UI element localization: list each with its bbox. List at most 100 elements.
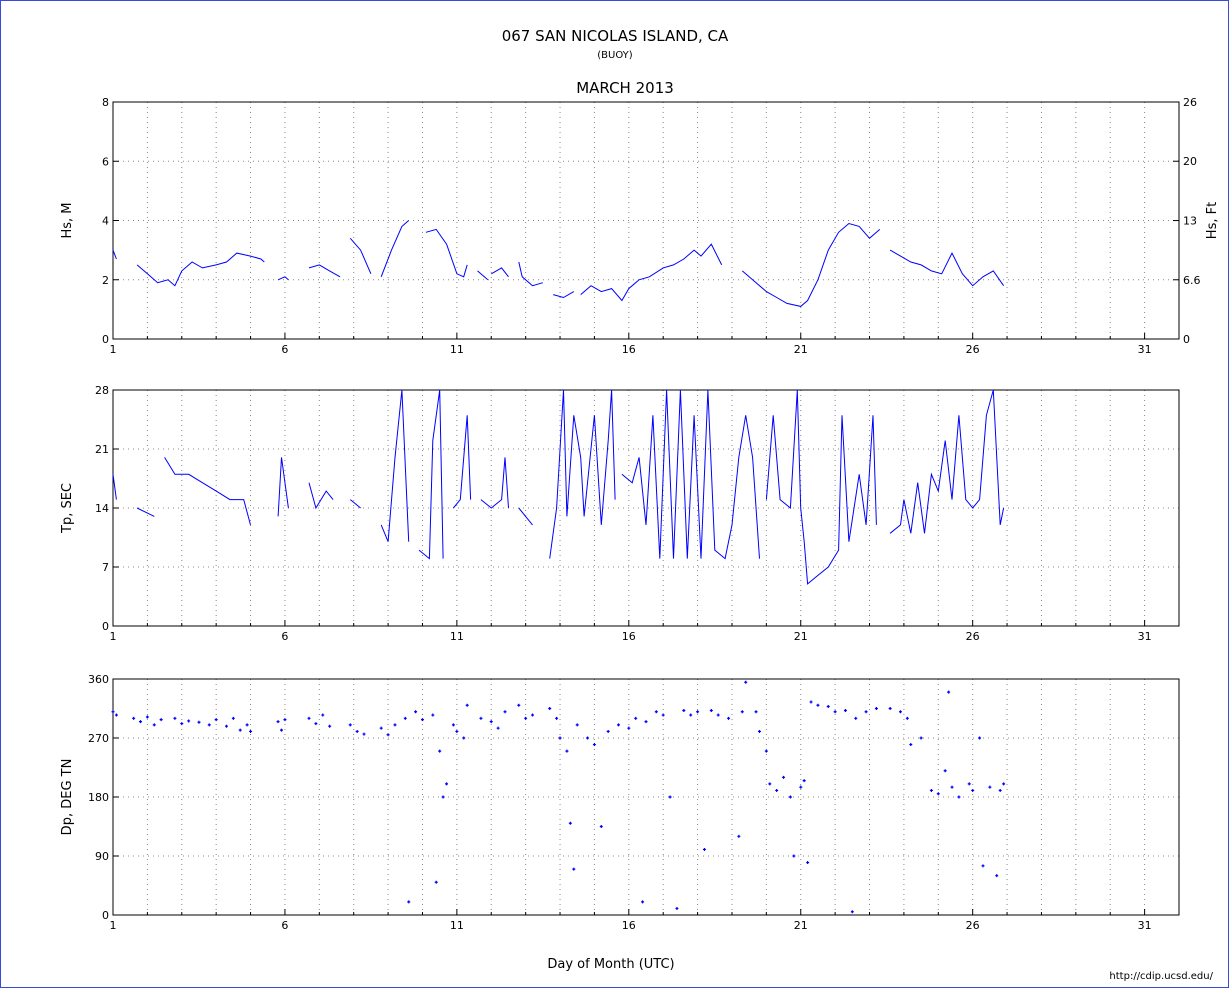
data-point [197,720,201,724]
data-line [136,507,155,517]
y-axis-label: Dp, DEG TN [60,759,75,836]
data-point [531,713,535,717]
y-tick-label: 270 [88,732,109,745]
data-line [480,457,509,509]
data-point [565,749,569,753]
data-point [558,736,562,740]
data-line [518,261,543,287]
data-line [425,228,468,278]
data-point [668,795,672,799]
data-point [414,710,418,714]
data-point [548,707,552,710]
plot-frame [112,101,1180,340]
data-point [586,736,590,740]
data-line [277,276,289,281]
data-line [349,499,361,509]
data-point [654,710,658,714]
y-tick-label: 21 [95,443,109,456]
data-point [214,718,218,722]
data-point [152,723,156,727]
data-point [592,743,596,747]
plot-frame [112,389,1180,627]
data-point [496,726,500,730]
data-point [386,733,390,737]
data-point [727,716,731,720]
plot-frame [112,678,1180,916]
data-point [441,795,445,799]
data-point [833,710,837,714]
data-point [431,713,435,717]
y-tick-label: 90 [95,850,109,863]
data-point [816,703,820,707]
data-point [599,825,603,828]
data-point [768,782,772,786]
data-point [555,716,559,720]
x-tick-label: 6 [281,343,288,356]
y-tick-label: 0 [102,620,109,633]
y-tick-label: 7 [102,561,109,574]
data-point [661,713,665,717]
data-point [279,728,283,732]
x-tick-label: 31 [1138,919,1152,932]
data-point [792,854,796,858]
data-point [905,716,909,720]
y-tick-label: 28 [95,384,109,397]
data-point [998,788,1002,792]
y2-tick-label: 6.6 [1183,274,1201,287]
data-point [379,726,383,730]
y2-tick-label: 26 [1183,96,1197,109]
data-line [349,237,372,274]
data-point [245,723,249,727]
data-line [453,415,472,509]
x-tick-label: 16 [622,343,636,356]
data-point [950,785,954,789]
y-tick-label: 8 [102,96,109,109]
data-line [518,507,533,526]
data-point [909,743,913,747]
x-tick-label: 21 [794,343,808,356]
y2-tick-label: 20 [1183,155,1197,168]
data-point [929,788,933,792]
data-point [173,716,177,720]
data-line [765,389,877,585]
data-point [702,847,706,851]
y-tick-label: 14 [95,502,109,515]
data-point [231,716,235,720]
x-tick-label: 1 [110,343,117,356]
data-point [283,718,287,722]
y2-axis-label: Hs, Ft [1205,202,1220,239]
data-point [854,716,858,720]
x-tick-label: 31 [1138,343,1152,356]
data-line [112,249,117,260]
x-tick-label: 11 [450,630,464,643]
data-point [139,720,143,724]
x-tick-label: 26 [966,919,980,932]
data-point [307,716,311,720]
data-line [308,264,341,278]
x-tick-label: 21 [794,630,808,643]
data-point [957,795,961,799]
data-point [114,713,118,717]
data-point [455,729,459,733]
data-line [549,389,616,559]
data-point [919,736,923,740]
data-point [782,775,786,779]
chart-subtitle: (BUOY) [597,50,633,61]
data-point [524,716,528,720]
y-tick-label: 180 [88,791,109,804]
data-point [1002,782,1006,786]
data-point [489,720,493,724]
data-line [741,222,881,307]
data-line [621,389,760,560]
data-point [328,724,332,728]
data-point [438,749,442,753]
chart-title: 067 SAN NICOLAS ISLAND, CA [502,27,729,45]
data-line [277,457,289,517]
data-point [321,713,325,717]
y-tick-label: 2 [102,274,109,287]
data-point [682,708,686,712]
data-point [224,724,228,728]
y2-tick-label: 0 [1183,333,1190,346]
